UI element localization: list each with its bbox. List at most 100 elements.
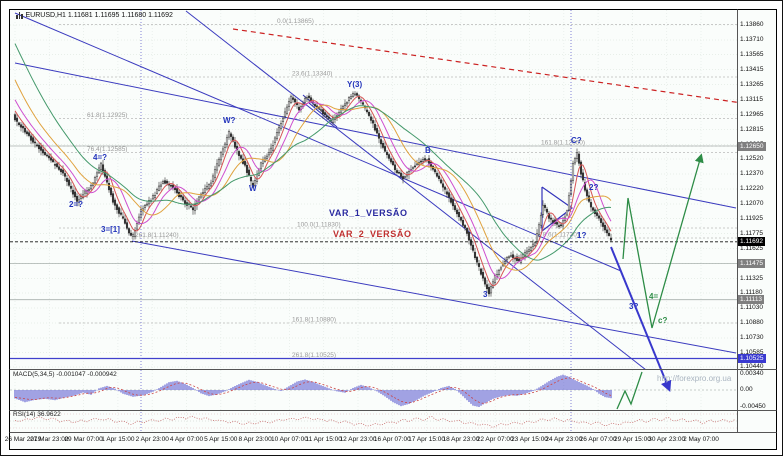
macd-bar xyxy=(224,390,226,392)
macd-bar xyxy=(402,390,404,406)
macd-bar xyxy=(44,390,46,399)
macd-bar xyxy=(352,387,354,390)
macd-bar xyxy=(346,390,348,392)
macd-bar xyxy=(16,390,18,400)
macd-bar xyxy=(548,381,550,390)
y-axis-label: 1.11775 xyxy=(740,229,764,237)
macd-bar xyxy=(74,390,76,396)
macd-bar xyxy=(530,390,532,392)
macd-bar xyxy=(278,390,280,391)
macd-bar xyxy=(136,390,138,397)
wave-label: c? xyxy=(658,316,667,325)
macd-bar xyxy=(598,390,600,394)
macd-scale-label: -0.00450 xyxy=(740,403,766,410)
y-axis-label: 1.12370 xyxy=(740,170,764,177)
macd-bar xyxy=(22,390,24,402)
macd-bar xyxy=(280,390,282,392)
wave-label: 3=[1] xyxy=(101,225,120,234)
macd-bar xyxy=(256,381,258,390)
macd-bar xyxy=(122,390,124,394)
macd-bar xyxy=(118,390,120,392)
macd-bar xyxy=(522,390,524,395)
macd-bar xyxy=(438,388,440,390)
macd-bar xyxy=(130,390,132,397)
macd-bar xyxy=(358,385,360,390)
macd-bar xyxy=(554,377,556,390)
macd-bar xyxy=(322,386,324,390)
x-axis-label: 2 May 07:00 xyxy=(683,436,719,443)
macd-bar xyxy=(564,375,566,390)
macd-bar xyxy=(180,382,182,390)
wave-label: B xyxy=(425,146,431,155)
macd-bar xyxy=(498,390,500,398)
annotation-var1-versao: VAR_1_VERSÃO xyxy=(329,208,408,218)
macd-bar xyxy=(540,386,542,390)
macd-bar xyxy=(172,381,174,390)
macd-bar xyxy=(254,381,256,390)
macd-bar xyxy=(288,386,290,390)
macd-bar xyxy=(584,384,586,390)
x-axis-label: 5 Apr 15:00 xyxy=(204,436,238,443)
macd-bar xyxy=(138,390,140,396)
wave-label: Y(3) xyxy=(347,80,362,89)
macd-bar xyxy=(164,384,166,390)
macd-signal-line xyxy=(14,377,612,404)
macd-bar xyxy=(394,390,396,404)
macd-bar xyxy=(516,390,518,396)
macd-bar xyxy=(64,390,66,398)
macd-bar xyxy=(100,387,102,390)
macd-bar xyxy=(490,390,492,400)
macd-bar xyxy=(108,386,110,390)
macd-bar xyxy=(306,380,308,390)
y-axis-label: 1.11625 xyxy=(740,244,764,252)
macd-bar xyxy=(290,385,292,390)
macd-bar xyxy=(608,390,610,398)
macd-bar xyxy=(332,389,334,391)
macd-bar xyxy=(600,390,602,395)
macd-bar xyxy=(588,386,590,390)
macd-bar xyxy=(104,386,106,390)
macd-bar xyxy=(76,390,78,395)
y-axis-label: 1.10730 xyxy=(740,334,764,341)
macd-bar xyxy=(312,381,314,390)
x-axis-label: 18 Apr 23:00 xyxy=(442,436,480,443)
macd-bar xyxy=(372,389,374,390)
macd-bar xyxy=(292,383,294,390)
wave-label: 1? xyxy=(577,231,586,240)
macd-bar xyxy=(238,384,240,390)
macd-bar xyxy=(152,390,154,392)
macd-bar xyxy=(500,390,502,397)
macd-bar xyxy=(48,390,50,400)
macd-bar xyxy=(334,390,336,391)
macd-bar xyxy=(326,387,328,390)
macd-bar xyxy=(450,386,452,390)
x-axis-label: 29 Mar 07:00 xyxy=(64,436,103,443)
macd-bar xyxy=(330,389,332,390)
x-axis-label: 4 Apr 07:00 xyxy=(169,436,204,443)
macd-bar xyxy=(60,390,62,399)
macd-bar xyxy=(410,390,412,403)
macd-green-zigzag[interactable] xyxy=(616,371,643,410)
macd-bar xyxy=(566,376,568,390)
price-level-box: 1.11113 xyxy=(738,295,765,305)
macd-bar xyxy=(34,390,36,400)
blue-down-arrow[interactable] xyxy=(610,246,672,393)
macd-bar xyxy=(116,389,118,391)
macd-bar xyxy=(578,381,580,390)
green-up-arrow[interactable] xyxy=(622,153,704,329)
macd-bar xyxy=(160,386,162,390)
macd-bar xyxy=(494,390,496,399)
price-levels xyxy=(10,145,737,360)
macd-bar xyxy=(156,389,158,390)
macd-bar xyxy=(210,390,212,396)
macd-bar xyxy=(302,379,304,390)
macd-bar xyxy=(484,390,486,404)
macd-bar xyxy=(470,390,472,404)
wave-label: 4=? xyxy=(93,153,107,162)
y-axis-label: 1.12965 xyxy=(740,110,764,118)
macd-bar xyxy=(576,381,578,390)
macd-bar xyxy=(66,390,68,398)
macd-bar xyxy=(200,390,202,394)
macd-bar xyxy=(142,390,144,396)
